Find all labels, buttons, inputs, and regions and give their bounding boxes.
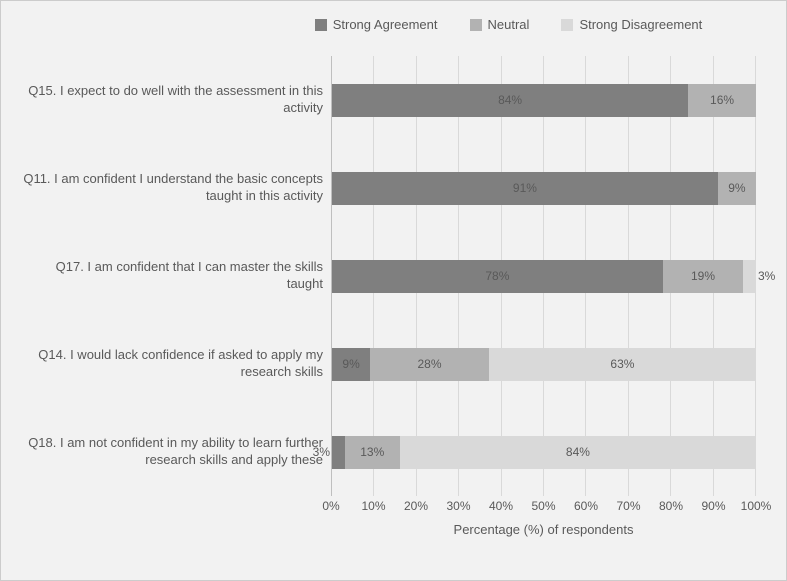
y-label: Q18. I am not confident in my ability to… xyxy=(21,408,331,496)
chart-container: Strong Agreement Neutral Strong Disagree… xyxy=(0,0,787,581)
bar-segment: 63% xyxy=(489,348,756,381)
y-labels: Q15. I expect to do well with the assess… xyxy=(21,56,331,496)
legend-item: Neutral xyxy=(470,17,530,32)
legend-label: Strong Disagreement xyxy=(579,17,702,32)
bar-segment: 9% xyxy=(332,348,370,381)
bar-track: 3% 13% 84% xyxy=(332,436,756,469)
bar-row: 91% 9% xyxy=(332,144,756,232)
legend-item: Strong Agreement xyxy=(315,17,438,32)
bar-segment: 13% xyxy=(345,436,400,469)
bar-value-label: 9% xyxy=(342,357,359,371)
legend-swatch xyxy=(561,19,573,31)
x-tick-label: 40% xyxy=(489,499,513,513)
bar-value-label: 3% xyxy=(313,445,330,459)
y-label: Q17. I am confident that I can master th… xyxy=(21,232,331,320)
x-tick-label: 90% xyxy=(701,499,725,513)
bar-segment: 91% xyxy=(332,172,718,205)
bar-segment: 16% xyxy=(688,84,756,117)
bar-rows: 84% 16% 91% 9% 78% 19% 3% 9% 28% 63% 3% 13% 84% xyxy=(332,56,756,496)
legend: Strong Agreement Neutral Strong Disagree… xyxy=(261,17,756,32)
x-axis: 0%10%20%30%40%50%60%70%80%90%100% Percen… xyxy=(331,496,756,537)
bars-area: 84% 16% 91% 9% 78% 19% 3% 9% 28% 63% 3% 13% 84% xyxy=(331,56,756,496)
plot-area: Q15. I expect to do well with the assess… xyxy=(21,56,756,496)
bar-segment: 9% xyxy=(718,172,756,205)
bar-row: 3% 13% 84% xyxy=(332,408,756,496)
x-tick-label: 0% xyxy=(322,499,339,513)
bar-segment: 28% xyxy=(370,348,489,381)
x-tick-label: 30% xyxy=(446,499,470,513)
legend-swatch xyxy=(470,19,482,31)
legend-item: Strong Disagreement xyxy=(561,17,702,32)
bar-segment: 78% xyxy=(332,260,663,293)
y-label: Q11. I am confident I understand the bas… xyxy=(21,144,331,232)
legend-label: Strong Agreement xyxy=(333,17,438,32)
x-axis-label: Percentage (%) of respondents xyxy=(331,522,756,537)
bar-value-label: 3% xyxy=(758,269,775,283)
x-tick-label: 50% xyxy=(531,499,555,513)
bar-segment: 19% xyxy=(663,260,744,293)
bar-segment: 84% xyxy=(332,84,688,117)
y-label: Q14. I would lack confidence if asked to… xyxy=(21,320,331,408)
x-tick-label: 60% xyxy=(574,499,598,513)
bar-value-label: 84% xyxy=(566,445,590,459)
x-tick-label: 100% xyxy=(741,499,772,513)
bar-value-label: 78% xyxy=(485,269,509,283)
x-tick-label: 10% xyxy=(361,499,385,513)
bar-value-label: 16% xyxy=(710,93,734,107)
bar-segment: 84% xyxy=(400,436,756,469)
bar-track: 84% 16% xyxy=(332,84,756,117)
bar-value-label: 84% xyxy=(498,93,522,107)
bar-value-label: 91% xyxy=(513,181,537,195)
bar-value-label: 13% xyxy=(360,445,384,459)
bar-value-label: 19% xyxy=(691,269,715,283)
bar-value-label: 63% xyxy=(610,357,634,371)
bar-track: 91% 9% xyxy=(332,172,756,205)
bar-row: 78% 19% 3% xyxy=(332,232,756,320)
bar-track: 9% 28% 63% xyxy=(332,348,756,381)
legend-swatch xyxy=(315,19,327,31)
bar-row: 9% 28% 63% xyxy=(332,320,756,408)
bar-row: 84% 16% xyxy=(332,56,756,144)
bar-segment: 3% xyxy=(332,436,345,469)
legend-label: Neutral xyxy=(488,17,530,32)
x-tick-label: 70% xyxy=(616,499,640,513)
x-tick-label: 20% xyxy=(404,499,428,513)
y-label: Q15. I expect to do well with the assess… xyxy=(21,56,331,144)
bar-value-label: 28% xyxy=(418,357,442,371)
x-tick-label: 80% xyxy=(659,499,683,513)
bar-track: 78% 19% 3% xyxy=(332,260,756,293)
bar-segment: 3% xyxy=(743,260,756,293)
bar-value-label: 9% xyxy=(728,181,745,195)
x-ticks: 0%10%20%30%40%50%60%70%80%90%100% xyxy=(331,496,756,516)
